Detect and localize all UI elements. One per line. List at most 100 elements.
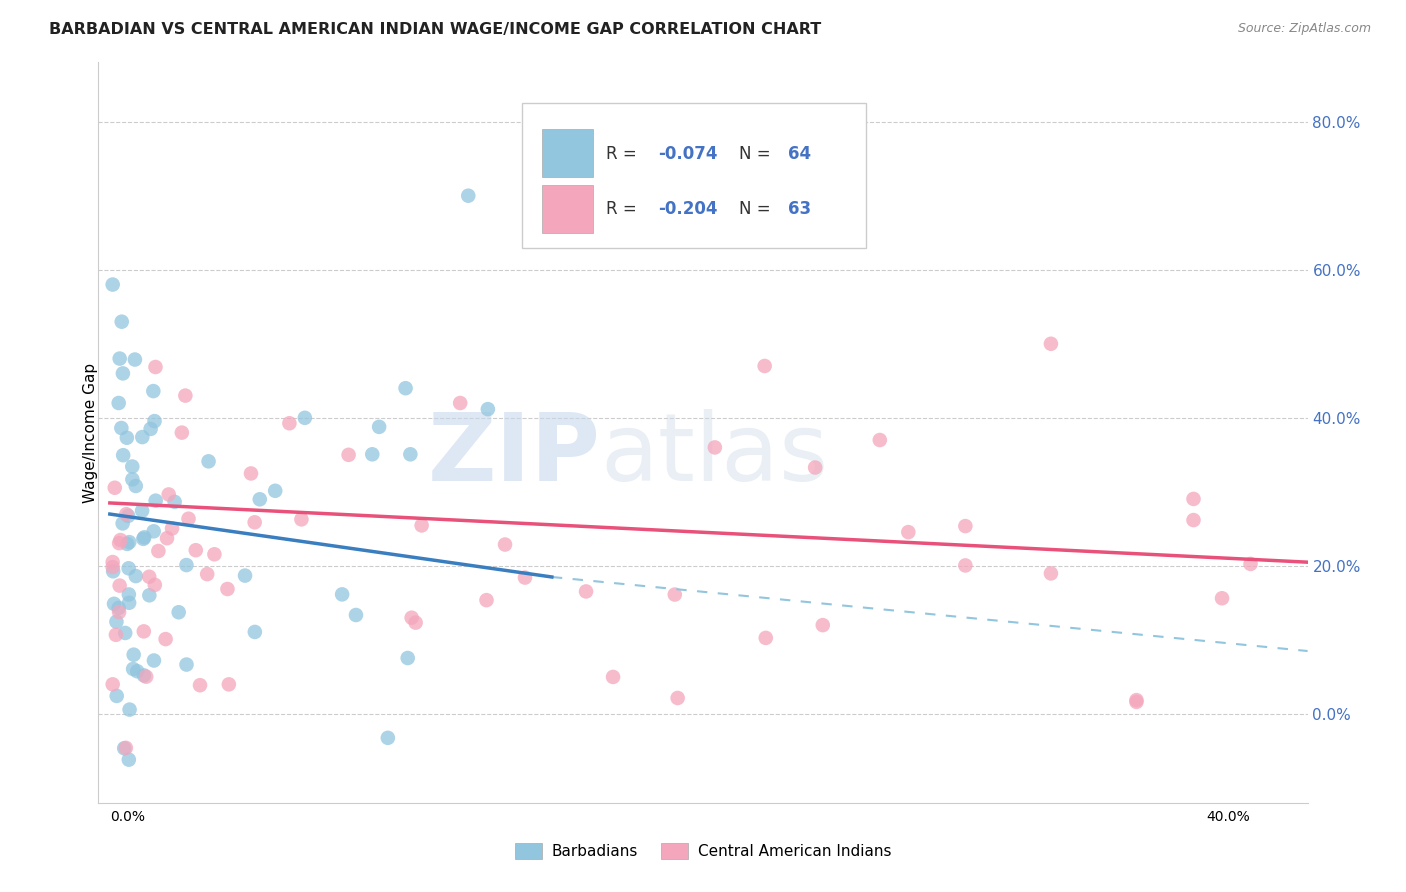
Point <box>101 555 124 569</box>
Point <box>110 421 132 435</box>
Point <box>955 519 977 533</box>
Point <box>167 605 190 619</box>
Point <box>204 547 226 561</box>
Legend: Barbadians, Central American Indians: Barbadians, Central American Indians <box>509 838 897 865</box>
Point <box>143 578 166 592</box>
Text: -0.204: -0.204 <box>658 200 717 218</box>
Point <box>125 569 148 583</box>
Point <box>156 531 179 545</box>
Point <box>1182 491 1205 506</box>
Point <box>195 567 218 582</box>
Point <box>811 618 834 632</box>
Point <box>513 570 536 584</box>
Point <box>869 433 891 447</box>
Point <box>955 558 977 573</box>
Point <box>278 417 301 431</box>
Point <box>118 535 141 549</box>
Point <box>145 493 167 508</box>
Point <box>176 657 198 672</box>
Point <box>411 518 433 533</box>
Point <box>163 495 186 509</box>
Point <box>494 537 516 551</box>
Point <box>108 351 131 366</box>
Point <box>401 610 423 624</box>
Text: 40.0%: 40.0% <box>1206 810 1250 824</box>
Point <box>134 530 156 544</box>
Point <box>107 600 129 615</box>
Point <box>108 536 131 550</box>
Point <box>218 677 240 691</box>
Point <box>1039 566 1062 581</box>
Point <box>188 678 211 692</box>
Y-axis label: Wage/Income Gap: Wage/Income Gap <box>83 362 97 503</box>
Point <box>131 504 153 518</box>
Point <box>217 582 239 596</box>
Point <box>118 753 141 767</box>
Point <box>111 367 134 381</box>
Point <box>177 511 200 525</box>
Point <box>197 454 219 468</box>
Point <box>138 588 160 602</box>
Point <box>754 359 776 373</box>
Text: 64: 64 <box>787 145 811 162</box>
Point <box>132 668 155 682</box>
Point <box>125 479 148 493</box>
Text: R =: R = <box>606 145 643 162</box>
Point <box>121 459 143 474</box>
Point <box>394 381 416 395</box>
Point <box>108 605 131 619</box>
Point <box>184 543 207 558</box>
Point <box>575 584 598 599</box>
Point <box>122 662 145 676</box>
Point <box>145 359 167 374</box>
Point <box>264 483 287 498</box>
Point <box>118 587 141 601</box>
Text: -0.074: -0.074 <box>658 145 717 162</box>
Point <box>243 624 266 639</box>
Point <box>294 410 316 425</box>
Text: atlas: atlas <box>600 409 828 500</box>
Point <box>108 579 131 593</box>
Point <box>897 525 920 540</box>
Point <box>290 512 312 526</box>
Point <box>142 524 165 539</box>
Point <box>330 587 353 601</box>
Point <box>104 628 127 642</box>
Point <box>804 460 827 475</box>
Point <box>112 741 135 756</box>
Point <box>405 615 427 630</box>
Point <box>127 665 149 679</box>
Point <box>101 677 124 691</box>
Text: N =: N = <box>740 145 776 162</box>
Text: N =: N = <box>740 200 776 218</box>
Point <box>1239 557 1261 571</box>
Point <box>138 570 160 584</box>
Point <box>131 430 153 444</box>
Point <box>142 384 165 398</box>
Point <box>602 670 624 684</box>
Point <box>703 441 725 455</box>
Point <box>104 481 127 495</box>
Point <box>457 188 479 202</box>
FancyBboxPatch shape <box>522 103 866 247</box>
Point <box>114 626 136 640</box>
Point <box>361 447 384 461</box>
Point <box>1125 693 1147 707</box>
Point <box>139 422 162 436</box>
FancyBboxPatch shape <box>543 129 593 178</box>
Point <box>243 516 266 530</box>
Point <box>176 558 198 572</box>
Point <box>101 564 124 578</box>
Point <box>174 389 197 403</box>
Point <box>101 560 124 574</box>
Text: 63: 63 <box>787 200 811 218</box>
Point <box>664 588 686 602</box>
Point <box>115 507 138 521</box>
FancyBboxPatch shape <box>543 185 593 233</box>
Point <box>249 492 271 507</box>
Point <box>105 689 128 703</box>
Point <box>475 593 498 607</box>
Point <box>1182 513 1205 527</box>
Point <box>118 596 141 610</box>
Text: Source: ZipAtlas.com: Source: ZipAtlas.com <box>1237 22 1371 36</box>
